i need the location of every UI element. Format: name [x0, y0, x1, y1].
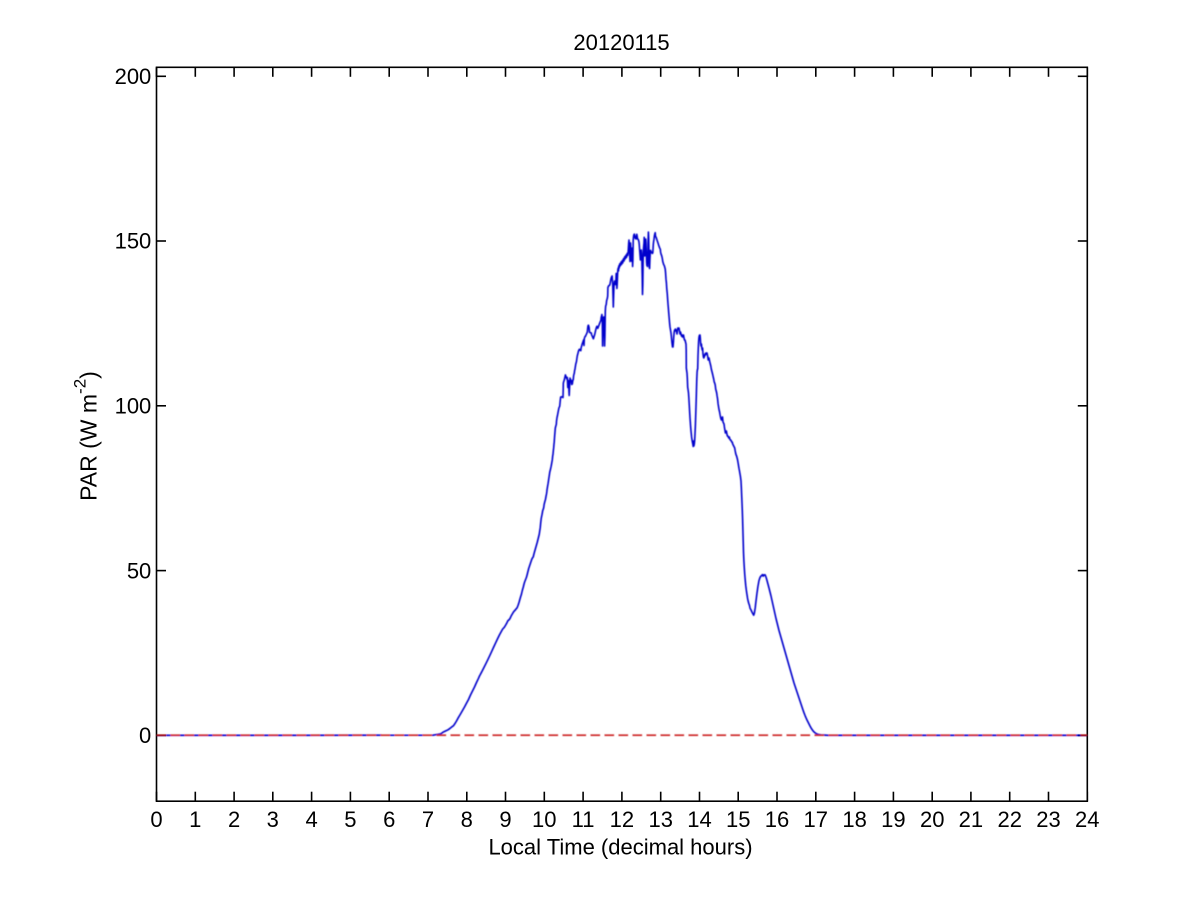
- svg-text:9: 9: [499, 807, 511, 832]
- svg-text:150: 150: [115, 229, 152, 254]
- svg-text:22: 22: [997, 807, 1021, 832]
- svg-text:20: 20: [920, 807, 944, 832]
- svg-text:Local Time (decimal hours): Local Time (decimal hours): [488, 835, 752, 860]
- svg-text:50: 50: [127, 558, 151, 583]
- svg-text:19: 19: [881, 807, 905, 832]
- svg-text:12: 12: [610, 807, 634, 832]
- svg-text:16: 16: [765, 807, 789, 832]
- svg-text:100: 100: [115, 394, 152, 419]
- svg-text:6: 6: [383, 807, 395, 832]
- svg-text:10: 10: [532, 807, 556, 832]
- svg-text:24: 24: [1075, 807, 1099, 832]
- svg-text:20120115: 20120115: [573, 30, 669, 55]
- svg-text:18: 18: [842, 807, 866, 832]
- svg-text:3: 3: [267, 807, 279, 832]
- svg-text:8: 8: [461, 807, 473, 832]
- svg-text:11: 11: [572, 807, 595, 832]
- svg-text:0: 0: [150, 807, 162, 832]
- svg-text:2: 2: [228, 807, 240, 832]
- svg-text:15: 15: [726, 807, 750, 832]
- svg-text:5: 5: [344, 807, 356, 832]
- svg-text:23: 23: [1036, 807, 1060, 832]
- svg-text:0: 0: [139, 723, 151, 748]
- svg-text:200: 200: [115, 64, 152, 89]
- svg-text:17: 17: [804, 807, 828, 832]
- svg-text:13: 13: [648, 807, 672, 832]
- svg-text:14: 14: [687, 807, 711, 832]
- svg-text:1: 1: [189, 807, 201, 832]
- svg-text:4: 4: [305, 807, 317, 832]
- svg-text:21: 21: [959, 807, 983, 832]
- svg-text:7: 7: [422, 807, 434, 832]
